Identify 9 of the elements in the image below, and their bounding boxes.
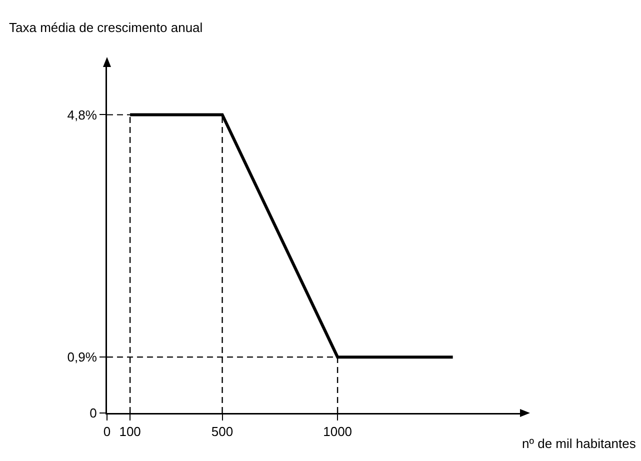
y-axis-title: Taxa média de crescimento anual bbox=[9, 20, 203, 35]
y-tick-label: 0 bbox=[90, 406, 97, 421]
y-tick-label: 0,9% bbox=[67, 350, 98, 365]
y-tick-label: 4,8% bbox=[67, 107, 98, 122]
x-tick-label: 100 bbox=[119, 424, 141, 440]
x-tick-label: 500 bbox=[211, 424, 234, 440]
x-tick-label: 0 bbox=[103, 424, 111, 440]
x-tick-label: 1000 bbox=[323, 424, 352, 440]
x-axis-title: nº de mil habitantes bbox=[522, 436, 636, 451]
